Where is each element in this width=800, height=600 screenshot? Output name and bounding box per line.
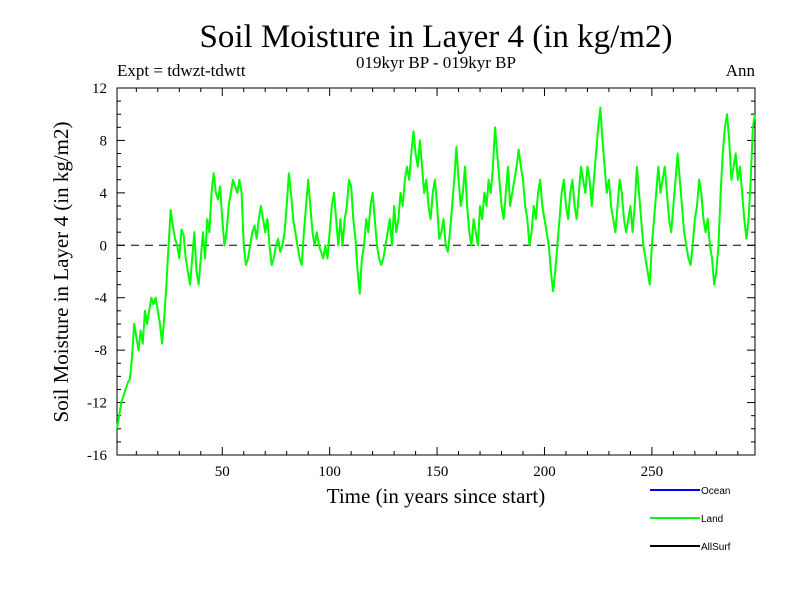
y-tick-label: -4 bbox=[95, 291, 108, 307]
y-tick-label: 12 bbox=[92, 81, 107, 97]
y-tick-label: -16 bbox=[87, 448, 107, 464]
legend-label-ocean: Ocean bbox=[701, 486, 730, 497]
chart-title: Soil Moisture in Layer 4 (in kg/m2) bbox=[200, 19, 673, 55]
y-tick-label: -8 bbox=[95, 343, 108, 359]
chart-subtitle: 019kyr BP - 019kyr BP bbox=[356, 53, 516, 72]
x-tick-label: 200 bbox=[533, 464, 556, 480]
x-tick-label: 250 bbox=[641, 464, 664, 480]
plot-frame bbox=[116, 87, 756, 456]
legend: Ocean Land AllSurf bbox=[650, 486, 731, 553]
minor-ticks bbox=[117, 88, 755, 455]
season-label: Ann bbox=[726, 61, 756, 80]
y-tick-label: 0 bbox=[100, 238, 108, 254]
y-tick-label: -12 bbox=[87, 396, 107, 412]
x-tick-label: 100 bbox=[318, 464, 341, 480]
legend-label-allsurf: AllSurf bbox=[701, 542, 731, 553]
x-tick-label: 50 bbox=[215, 464, 230, 480]
experiment-label: Expt = tdwzt-tdwtt bbox=[117, 61, 246, 80]
legend-label-land: Land bbox=[701, 514, 723, 525]
x-axis-label: Time (in years since start) bbox=[327, 484, 546, 508]
x-tick-label: 150 bbox=[426, 464, 449, 480]
y-tick-label: 8 bbox=[100, 133, 108, 149]
series-layer bbox=[116, 106, 756, 429]
series-line-land bbox=[116, 106, 756, 429]
y-tick-label: 4 bbox=[100, 186, 108, 202]
x-axis-ticks: 50 100 150 200 250 bbox=[215, 88, 663, 480]
y-axis-label: Soil Moisture in Layer 4 (in kg/m2) bbox=[49, 122, 73, 423]
